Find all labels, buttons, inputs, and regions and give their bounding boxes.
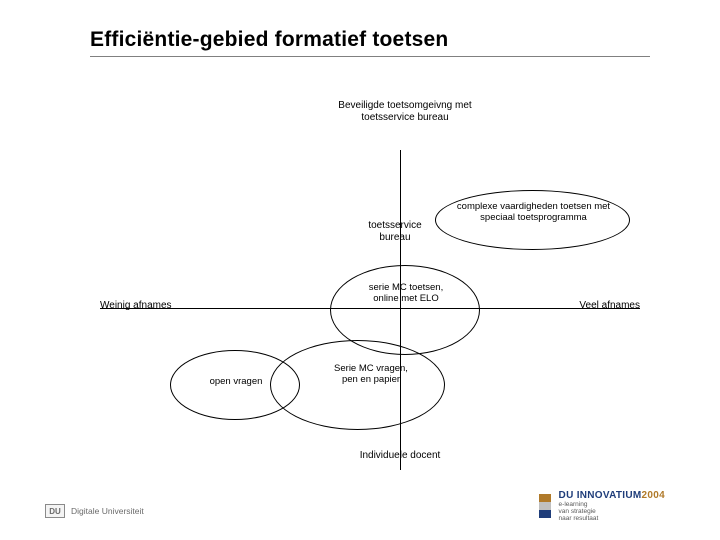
footer-logo-left: DU Digitale Universiteit [45, 504, 144, 518]
axis-intersection-label: toetsservice bureau [360, 220, 430, 244]
footer-logo-right: DU INNOVATIUM2004 e-learning van strateg… [539, 490, 665, 522]
mark-stripe [539, 510, 551, 518]
brand-year: 2004 [642, 490, 665, 501]
slide: Efficiëntie-gebied formatief toetsen Bev… [0, 0, 720, 540]
axis-left-label: Weinig afnames [100, 300, 172, 311]
brand-line1: DU INNOVATIUM2004 [559, 490, 665, 501]
ellipse-pen: Serie MC vragen, pen en papier [270, 340, 445, 430]
mark-stripe [539, 502, 551, 510]
ellipse-label: open vragen [191, 376, 281, 387]
axis-bottom-label: Individuele docent [350, 450, 450, 462]
title-bar: Efficiëntie-gebied formatief toetsen [90, 28, 650, 57]
ellipse-complex: complexe vaardigheden toetsen met specia… [435, 190, 630, 250]
brand-text: DU INNOVATIUM2004 e-learning van strateg… [559, 490, 665, 522]
page-title: Efficiëntie-gebied formatief toetsen [90, 28, 650, 52]
brand-tagline1: e-learning [559, 501, 665, 508]
mark-stripe [539, 494, 551, 502]
brand-part1: DU [559, 490, 574, 501]
ellipse-label: serie MC toetsen, online met ELO [366, 282, 446, 305]
du-icon: DU [45, 504, 65, 518]
quadrant-diagram: Beveiligde toetsomgeivng met toetsservic… [100, 90, 640, 480]
ellipse-label: complexe vaardigheden toetsen met specia… [446, 201, 621, 224]
du-label: Digitale Universiteit [71, 506, 144, 516]
brand-tagline2: van strategie [559, 508, 665, 515]
ellipse-label: Serie MC vragen, pen en papier [331, 363, 411, 386]
axis-top-label: Beveiligde toetsomgeivng met toetsservic… [320, 100, 490, 124]
brand-mark-icon [539, 494, 551, 518]
axis-right-label: Veel afnames [579, 300, 640, 311]
brand-tagline3: naar resultaat [559, 515, 665, 522]
brand-part2: INNOVATIUM [577, 490, 642, 501]
